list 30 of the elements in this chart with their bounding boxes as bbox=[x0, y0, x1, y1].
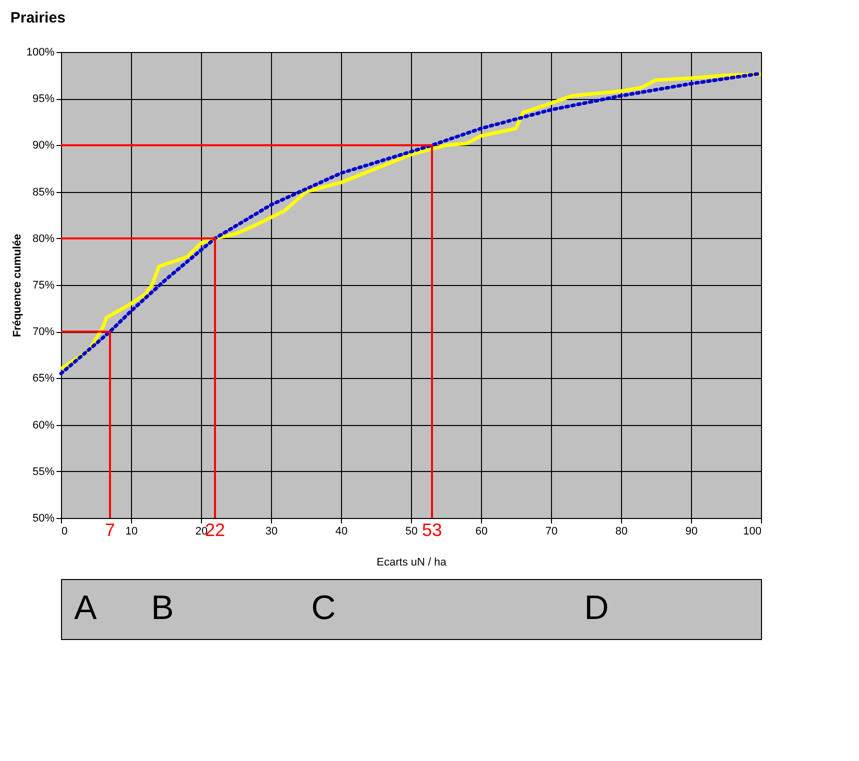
y-tick-label: 50% bbox=[32, 512, 55, 524]
y-tick-label: 100% bbox=[26, 46, 55, 58]
y-tick-label: 65% bbox=[32, 372, 55, 385]
text: B bbox=[151, 589, 174, 627]
annotation: 53 bbox=[422, 520, 442, 540]
y-tick-label: 55% bbox=[32, 466, 55, 478]
text: A bbox=[74, 589, 98, 627]
y-tick-label: 60% bbox=[32, 419, 55, 432]
x-tick-label: 40 bbox=[335, 526, 348, 538]
x-tick-label: 70 bbox=[545, 526, 558, 538]
x-tick-label: 60 bbox=[475, 526, 488, 538]
x-tick-label: 30 bbox=[265, 526, 278, 538]
y-tick-label: 75% bbox=[32, 280, 55, 292]
x-tick-label: 0 bbox=[62, 526, 68, 538]
y-tick-label: 90% bbox=[32, 140, 55, 152]
x-tick-label: 100 bbox=[743, 526, 762, 538]
y-tick-label: 85% bbox=[32, 186, 55, 198]
y-tick-label: 95% bbox=[32, 93, 55, 106]
x-tick-label: 90 bbox=[685, 526, 698, 538]
x-tick-label: 80 bbox=[615, 526, 628, 538]
x-tick-label: 10 bbox=[125, 526, 138, 538]
annotation: 7 bbox=[104, 520, 116, 540]
text: C bbox=[311, 589, 336, 627]
x-axis-title: Ecarts uN / ha bbox=[376, 556, 448, 568]
y-axis-title: Fréquence cumulée bbox=[11, 234, 24, 338]
y-tick-label: 80% bbox=[32, 232, 55, 245]
text: D bbox=[584, 589, 609, 627]
x-tick-label: 50 bbox=[405, 526, 418, 538]
chart-title: Prairies bbox=[10, 10, 66, 26]
y-tick-label: 70% bbox=[32, 326, 55, 338]
